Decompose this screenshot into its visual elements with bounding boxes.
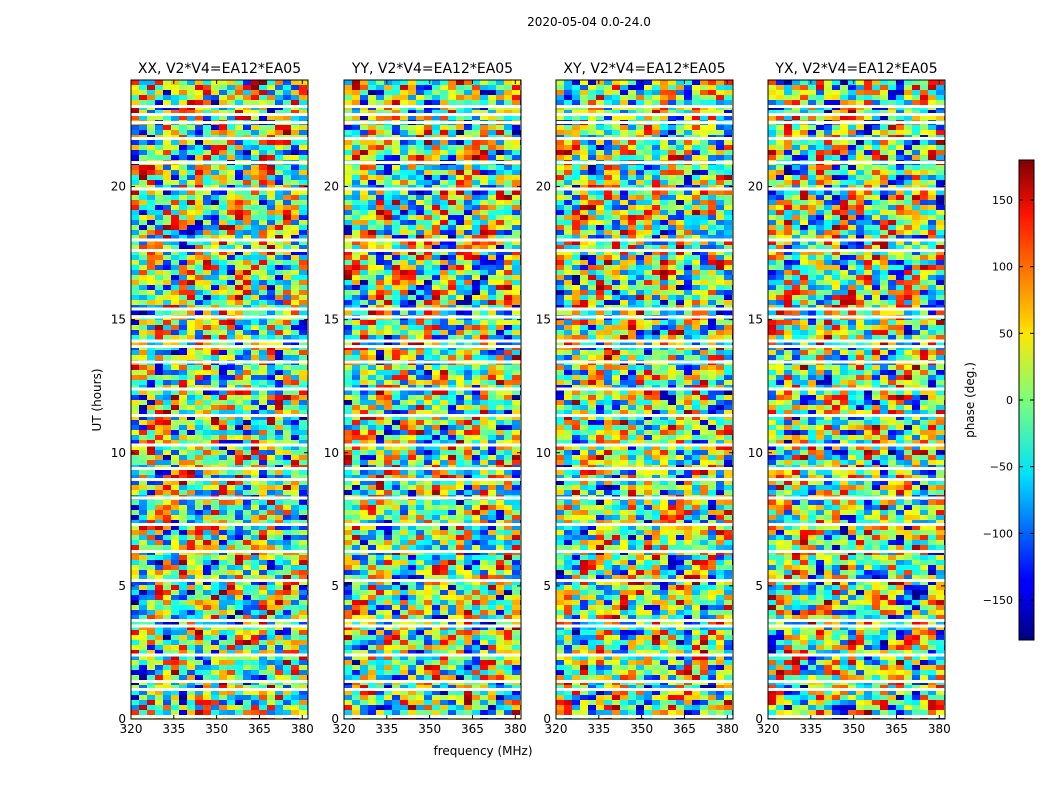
- data-gaps: [131, 105, 308, 718]
- x-tick-label: 350: [630, 722, 653, 736]
- y-tick-label: 15: [748, 313, 763, 327]
- data-gaps: [556, 105, 733, 718]
- y-tick-label: 20: [111, 180, 126, 194]
- x-tick-label: 380: [716, 722, 739, 736]
- data-gaps: [344, 105, 521, 718]
- x-tick-label: 320: [333, 722, 356, 736]
- y-tick-label: 5: [543, 579, 551, 593]
- panel-title: YY, V2*V4=EA12*EA05: [351, 61, 513, 77]
- colorbar-tick-label: −150: [983, 594, 1013, 607]
- y-tick-label: 15: [111, 313, 126, 327]
- panel-title: YX, V2*V4=EA12*EA05: [774, 61, 937, 77]
- y-tick-label: 0: [543, 712, 551, 726]
- y-tick-label: 0: [118, 712, 126, 726]
- colorbar: −150 −100 −50 0 50 100 150 phase (deg.): [963, 159, 1035, 641]
- panel-title: XX, V2*V4=EA12*EA05: [138, 61, 301, 77]
- colorbar-label: phase (deg.): [963, 362, 977, 438]
- y-tick-label: 20: [536, 180, 551, 194]
- x-tick-label: 365: [248, 722, 271, 736]
- phase-raster: [344, 80, 521, 719]
- panel-frame: [555, 79, 734, 720]
- y-tick-label: 10: [748, 446, 763, 460]
- colorbar-tick-label: −50: [990, 461, 1013, 474]
- panel-xx: XX, V2*V4=EA12*EA05 320 335 350 365 380 0 5 10 15…: [111, 61, 314, 736]
- y-tick-label: 20: [324, 180, 339, 194]
- figure-suptitle: 2020-05-04 0.0-24.0: [527, 15, 651, 29]
- panel-yx: YX, V2*V4=EA12*EA05 320 335 350 365 380 0 5 10 15…: [748, 61, 951, 736]
- phase-raster: [556, 80, 733, 719]
- x-tick-label: 320: [120, 722, 143, 736]
- x-tick-label: 350: [205, 722, 228, 736]
- x-axis-label: frequency (MHz): [433, 744, 532, 758]
- x-tick-label: 380: [504, 722, 527, 736]
- x-tick-label: 365: [461, 722, 484, 736]
- phase-raster: [131, 80, 308, 719]
- x-tick-label: 365: [673, 722, 696, 736]
- colorbar-tick-label: 150: [992, 194, 1013, 207]
- panel-frame: [130, 79, 309, 720]
- y-tick-label: 0: [331, 712, 339, 726]
- x-tick-label: 380: [928, 722, 951, 736]
- colorbar-tick-label: 100: [992, 261, 1013, 274]
- panel-xy: XY, V2*V4=EA12*EA05 320 335 350 365 380 0 5 10 15…: [536, 61, 739, 736]
- x-tick-label: 320: [545, 722, 568, 736]
- panels-group: XX, V2*V4=EA12*EA05 320 335 350 365 380 0 5 10 15…: [111, 61, 951, 736]
- colorbar-ticks: −150 −100 −50 0 50 100 150: [983, 194, 1034, 607]
- panel-frame: [767, 79, 946, 720]
- y-tick-label: 5: [118, 579, 126, 593]
- colorbar-tick-label: 50: [999, 327, 1013, 340]
- y-tick-label: 15: [324, 313, 339, 327]
- panel-title: XY, V2*V4=EA12*EA05: [563, 61, 725, 77]
- x-tick-label: 380: [291, 722, 314, 736]
- y-tick-label: 15: [536, 313, 551, 327]
- y-tick-label: 20: [748, 180, 763, 194]
- x-tick-label: 320: [757, 722, 780, 736]
- phase-raster: [768, 80, 945, 719]
- y-axis-label: UT (hours): [90, 368, 104, 431]
- x-tick-label: 335: [799, 722, 822, 736]
- x-tick-label: 335: [162, 722, 185, 736]
- colorbar-tick-label: −100: [983, 527, 1013, 540]
- x-tick-label: 335: [375, 722, 398, 736]
- data-gaps: [768, 105, 945, 718]
- y-tick-label: 10: [536, 446, 551, 460]
- x-tick-label: 350: [418, 722, 441, 736]
- x-tick-label: 350: [842, 722, 865, 736]
- x-tick-label: 335: [587, 722, 610, 736]
- colorbar-tick-label: 0: [1006, 394, 1013, 407]
- panel-yy: YY, V2*V4=EA12*EA05 320 335 350 365 380 0 5 10 15…: [324, 61, 527, 736]
- y-tick-label: 0: [755, 712, 763, 726]
- x-tick-label: 365: [885, 722, 908, 736]
- y-tick-label: 5: [331, 579, 339, 593]
- y-tick-label: 10: [111, 446, 126, 460]
- y-tick-label: 5: [755, 579, 763, 593]
- y-tick-label: 10: [324, 446, 339, 460]
- panel-frame: [343, 79, 522, 720]
